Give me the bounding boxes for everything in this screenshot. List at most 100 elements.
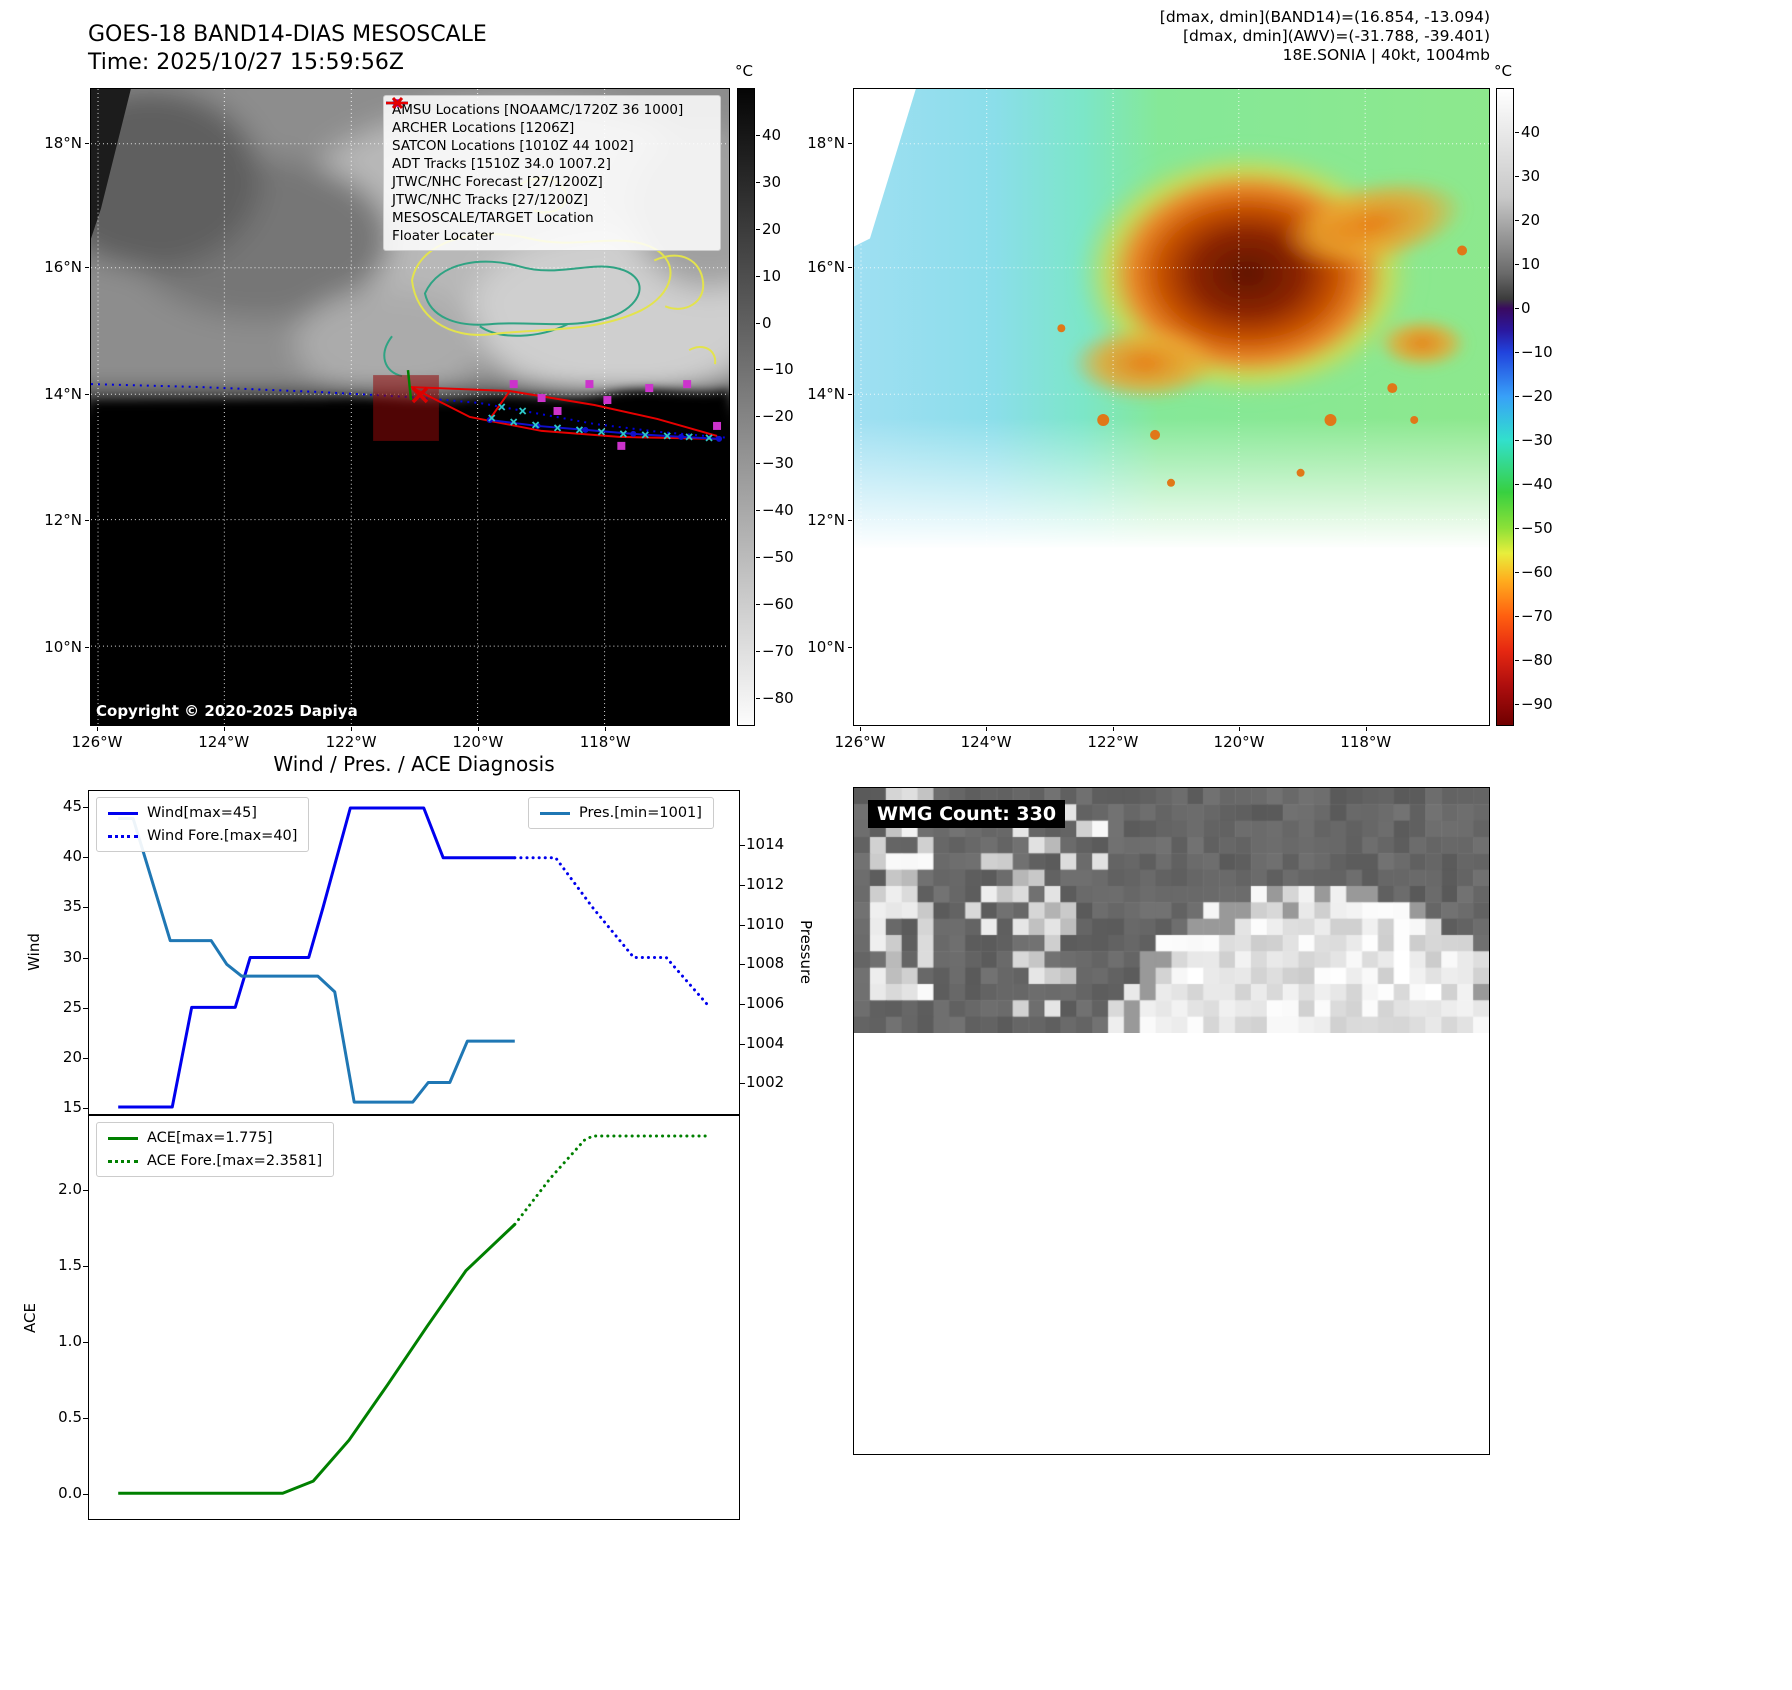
target-x-icon [411,386,429,404]
storm-tracks [91,369,729,450]
y-axis-tick-label: 12°N [807,510,845,529]
tick-mark [1515,704,1519,705]
tick-mark [756,416,760,418]
colorbar-tick-label: 20 [1521,211,1541,229]
colorbar-tick-label: 10 [1521,255,1541,273]
tick-mark [1239,727,1241,731]
colorbar-tick-label: −40 [1521,475,1553,493]
tick-mark [740,1043,745,1045]
tick-mark [1112,727,1114,731]
x-axis-tick-label: 120°W [1213,733,1265,751]
x-axis-tick-label: 124°W [960,733,1012,751]
tick-mark [1515,352,1519,353]
tick-mark [83,1107,88,1109]
legend-item-label: SATCON Locations [1010Z 44 1002] [392,138,634,154]
tick-mark [83,1189,88,1191]
tick-mark [756,604,760,606]
ace-axis-label: ACE [21,1303,39,1333]
tick-mark [83,907,88,909]
colorbar-tick-label: −80 [1521,651,1553,669]
colorbar-tick-label: −60 [762,595,794,614]
wmg-count-badge: WMG Count: 330 [868,800,1066,828]
colorbar-tick-label: 10 [762,266,782,285]
colorbar-tick-label: −30 [1521,431,1553,449]
y-axis-tick-label: 1010 [746,914,785,933]
wmg-panel: WMG Count: 330 [853,787,1490,1455]
tick-mark [1515,220,1519,221]
adt-track [406,369,413,401]
awv-colorbar [1496,88,1514,726]
tick-mark [1515,396,1519,397]
colorbar-tick-label: −40 [762,501,794,520]
legend-item-label: MESOSCALE/TARGET Location [392,210,594,226]
storm-id-intensity-text: 18E.SONIA | 40kt, 1004mb [1282,46,1490,64]
pressure-legend: Pres.[min=1001] [528,797,714,829]
tick-mark [986,727,988,731]
colorbar-tick-label: −50 [1521,519,1553,537]
legend-line-sample-icon [540,811,570,815]
dmax-dmin-band14-text: [dmax, dmin](BAND14)=(16.854, -13.094) [1159,8,1490,26]
tick-mark [1515,484,1519,485]
mesoscale-target-box [373,375,439,441]
colorbar-tick-label: −90 [1521,695,1553,713]
y-axis-tick-label: 14°N [807,385,845,404]
floater-track-2 [410,386,718,440]
tick-mark [83,1007,88,1009]
satcon-markers [488,403,713,442]
y-axis-tick-label: 10°N [807,637,845,656]
y-axis-tick-label: 25 [62,997,82,1016]
x-axis-tick-label: 122°W [1087,733,1139,751]
tick-mark [848,646,852,648]
tick-mark [351,727,353,731]
goes-title: GOES-18 BAND14-DIAS MESOSCALE [88,22,487,47]
colorbar-tick-label: −70 [762,641,794,660]
tick-mark [1515,660,1519,661]
legend-item-label: JTWC/NHC Tracks [27/1200Z] [392,192,589,208]
pressure-axis-label: Pressure [797,919,815,985]
y-axis-tick-label: 16°N [807,258,845,277]
legend-entry: Wind[max=45] [108,805,297,821]
colorbar-tick-label: −30 [762,454,794,473]
x-axis-tick-label: 120°W [452,733,504,751]
legend-line-sample-icon [108,1159,138,1163]
map-legend: AMSU Locations [NOAAMC/1720Z 36 1000] ARC… [383,95,721,251]
tick-mark [83,1341,88,1343]
tick-mark [1515,616,1519,617]
legend-label: ACE[max=1.775] [147,1130,273,1146]
x-axis-tick-label: 126°W [834,733,886,751]
cold-cloud-blob [1070,143,1468,404]
y-axis-tick-label: 30 [62,947,82,966]
tick-mark [83,957,88,959]
tick-mark [1515,308,1519,309]
ace-legend: ACE[max=1.775] ACE Fore.[max=2.3581] [96,1122,335,1177]
x-axis-tick-label: 124°W [198,733,250,751]
ace-chart [88,1115,740,1520]
y-axis-tick-label: 1.5 [58,1255,82,1274]
tick-mark [756,181,760,183]
y-axis-tick-label: 1.0 [58,1331,82,1350]
tick-mark [83,1494,88,1496]
tick-mark [740,924,745,926]
series-ACE Fore.[max=2.3581] [513,1134,712,1226]
red-line-icon [386,101,408,105]
x-axis-tick-label: 118°W [1340,733,1392,751]
colorbar-unit-label: °C [735,62,753,80]
colorbar-tick-label: −60 [1521,563,1553,581]
tick-mark [83,807,88,809]
y-axis-tick-label: 15 [62,1097,82,1116]
colorbar-tick-label: −10 [762,360,794,379]
tick-mark [1515,528,1519,529]
tick-mark [848,519,852,521]
tick-mark [1515,572,1519,573]
y-axis-tick-label: 12°N [44,510,82,529]
colorbar-tick-label: −70 [1521,607,1553,625]
legend-item-label: ADT Tracks [1510Z 34.0 1007.2] [392,156,611,172]
colorbar-tick-label: 40 [762,125,782,144]
tick-mark [1515,440,1519,441]
wind-legend: Wind[max=45] Wind Fore.[max=40] [96,797,310,852]
y-axis-tick-label: 1002 [746,1073,785,1092]
copyright-text: Copyright © 2020-2025 Dapiya [96,702,358,720]
diagnosis-chart-title: Wind / Pres. / ACE Diagnosis [273,752,555,776]
colorbar-tick-label: 30 [1521,167,1541,185]
